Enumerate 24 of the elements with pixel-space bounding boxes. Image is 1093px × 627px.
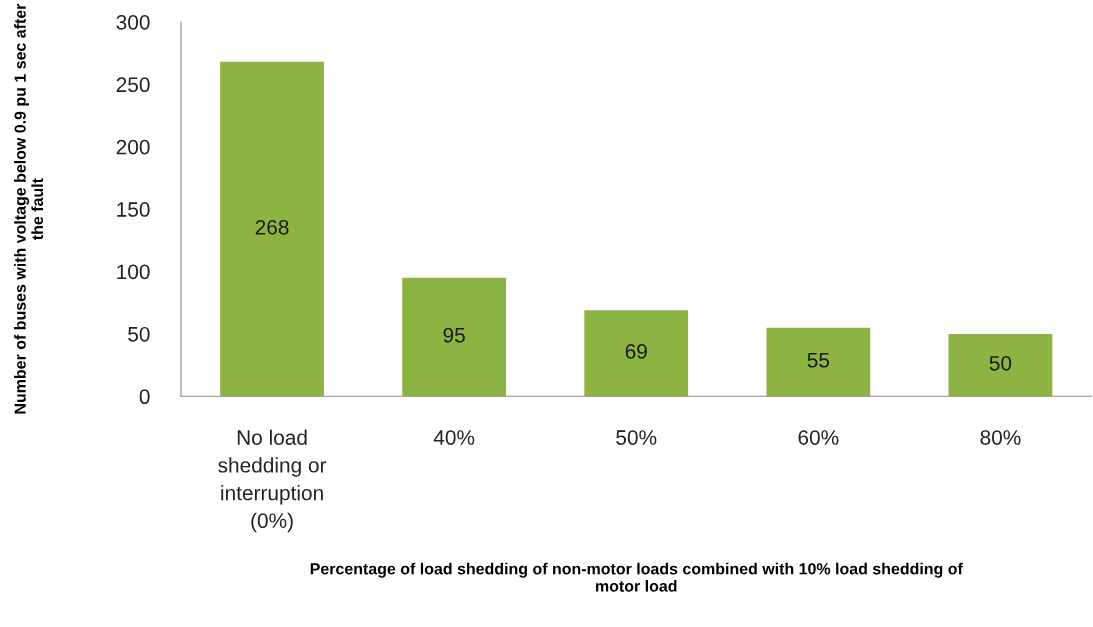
data-label: 55 [807,353,830,368]
x-tick-label: 40% [433,430,475,445]
bar [402,277,507,397]
x-tick-label: No load shedding or interruption (0%) [218,429,327,533]
y-tick-label: 200 [116,139,150,155]
y-tick-label: 150 [117,202,150,217]
y-tick-label: 50 [128,326,150,342]
x-tick-label: 60% [798,430,839,445]
x-axis-title: Percentage of load shedding of non-motor loads combined with 10% load shedding of motor load [310,562,963,592]
x-tick-label: 50% [616,430,657,445]
bar [766,327,871,397]
data-label: 268 [255,219,289,235]
data-label: 69 [625,344,647,359]
y-tick-label: 100 [117,264,150,280]
data-label: 95 [443,327,465,343]
bar [948,333,1053,397]
y-tick-label: 300 [116,14,150,30]
y-tick-label: 250 [116,77,150,93]
x-tick-label: 80% [980,430,1021,445]
data-label: 50 [989,355,1012,371]
bar [584,310,689,397]
y-tick-label: 0 [139,389,150,405]
y-axis-title: Number of buses with voltage below 0.9 pu 1 sec after the fault [14,3,44,414]
bar [220,61,324,397]
